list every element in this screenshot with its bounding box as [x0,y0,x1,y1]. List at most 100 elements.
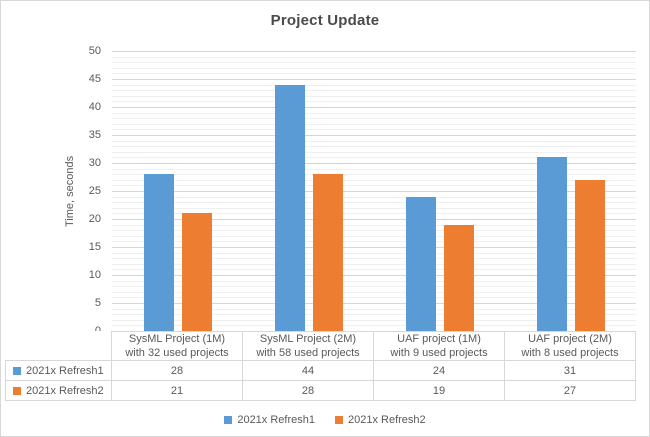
major-gridline [112,191,636,192]
minor-gridline [112,308,636,310]
bar-series2 [574,179,605,331]
minor-gridline [112,319,636,321]
minor-gridline [112,90,636,92]
minor-gridline [112,129,636,131]
y-tick-label: 5 [94,297,101,309]
table-category-header: SysML Project (1M) with 32 used projects [112,331,243,361]
minor-gridline [112,140,636,142]
y-tick-label: 45 [88,73,101,85]
bar-series2 [443,224,474,331]
minor-gridline [112,297,636,299]
table-value-cell: 28 [243,381,374,401]
table-category-header: UAF project (1M) with 9 used projects [374,331,505,361]
table-series-label: 2021x Refresh2 [5,381,112,401]
legend-key [224,416,233,424]
chart-title: Project Update [270,12,380,29]
minor-gridline [112,280,636,282]
minor-gridline [112,291,636,293]
major-gridline [112,51,636,52]
plot-area [112,51,636,331]
y-tick-label: 35 [88,129,101,141]
major-gridline [112,135,636,136]
major-gridline [112,79,636,80]
minor-gridline [112,123,636,125]
minor-gridline [112,157,636,159]
bar-series1 [274,84,305,331]
minor-gridline [112,224,636,226]
legend-item: 2021x Refresh1 [224,414,315,426]
minor-gridline [112,62,636,64]
major-gridline [112,303,636,304]
minor-gridline [112,235,636,237]
major-gridline [112,219,636,220]
bar-series2 [181,213,212,331]
minor-gridline [112,67,636,69]
minor-gridline [112,252,636,254]
minor-gridline [112,230,636,232]
bar-group [374,51,505,331]
bar-series1 [405,196,436,331]
minor-gridline [112,196,636,198]
minor-gridline [112,325,636,327]
table-category-header: UAF project (2M) with 8 used projects [505,331,636,361]
y-tick-label: 50 [88,45,101,57]
table-value-cell: 19 [374,381,505,401]
minor-gridline [112,179,636,181]
bar-series1 [536,157,567,331]
minor-gridline [112,202,636,204]
series-legend-key [13,366,21,375]
table-value-cell: 28 [112,361,243,381]
y-tick-label: 10 [88,269,101,281]
bar-group [243,51,374,331]
minor-gridline [112,258,636,260]
minor-gridline [112,241,636,243]
minor-gridline [112,207,636,209]
series-name: 2021x Refresh2 [26,384,104,397]
y-tick-label: 20 [88,213,101,225]
y-tick-label: 15 [88,241,101,253]
bar-group [505,51,636,331]
bar-series1 [143,174,174,331]
minor-gridline [112,56,636,58]
series-legend-key [13,386,21,395]
minor-gridline [112,101,636,103]
table-value-cell: 27 [505,381,636,401]
minor-gridline [112,151,636,153]
table-value-cell: 31 [505,361,636,381]
minor-gridline [112,73,636,75]
table-category-header: SysML Project (2M) with 58 used projects [243,331,374,361]
major-gridline [112,107,636,108]
minor-gridline [112,112,636,114]
table-corner-cell [5,331,112,361]
minor-gridline [112,185,636,187]
chart-legend: 2021x Refresh1 2021x Refresh2 [1,412,649,428]
major-gridline [112,247,636,248]
table-series-label: 2021x Refresh1 [5,361,112,381]
minor-gridline [112,286,636,288]
legend-label: 2021x Refresh2 [348,414,426,426]
legend-label: 2021x Refresh1 [237,414,315,426]
legend-key [335,416,343,424]
major-gridline [112,163,636,164]
y-tick-label: 30 [88,157,101,169]
minor-gridline [112,146,636,148]
y-tick-label: 40 [88,101,101,113]
minor-gridline [112,84,636,86]
y-tick-label: 25 [88,185,101,197]
table-value-cell: 21 [112,381,243,401]
bar-group [112,51,243,331]
series-name: 2021x Refresh1 [26,364,104,377]
minor-gridline [112,95,636,97]
table-value-cell: 44 [243,361,374,381]
table-value-cell: 24 [374,361,505,381]
minor-gridline [112,263,636,265]
minor-gridline [112,314,636,316]
minor-gridline [112,168,636,170]
minor-gridline [112,213,636,215]
minor-gridline [112,118,636,120]
minor-gridline [112,174,636,176]
minor-gridline [112,269,636,271]
major-gridline [112,275,636,276]
data-table: SysML Project (1M) with 32 used projects… [5,331,636,401]
